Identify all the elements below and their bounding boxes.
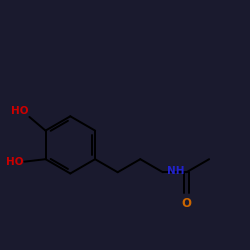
Text: NH: NH xyxy=(166,166,184,176)
Text: HO: HO xyxy=(11,106,28,116)
Text: HO: HO xyxy=(6,157,23,167)
Text: O: O xyxy=(182,197,192,210)
